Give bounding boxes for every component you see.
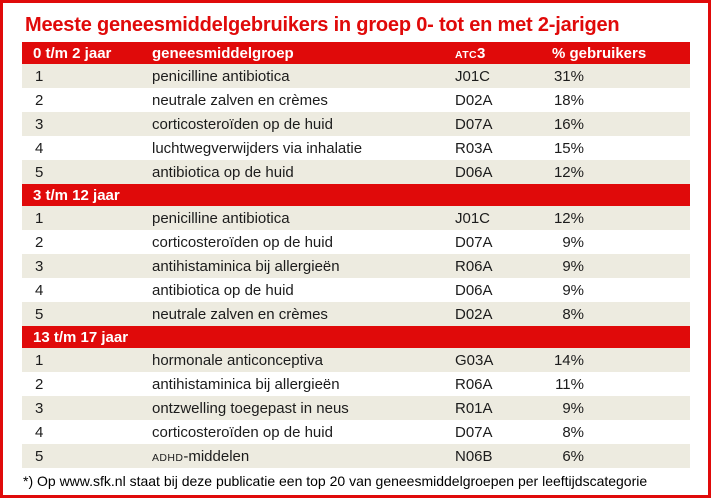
percentage-cell: 11% (555, 375, 584, 393)
percentage-cell: 15% (553, 139, 584, 157)
rank-cell: 1 (35, 209, 44, 227)
rank-cell: 3 (35, 399, 44, 417)
rank-cell: 2 (35, 233, 44, 251)
atc-code-cell: D06A (455, 281, 493, 299)
table-row: 4 luchtwegverwijders via inhalatie R03A … (22, 136, 690, 160)
drug-users-table: 0 t/m 2 jaar geneesmiddelgroep ATC3 % ge… (22, 42, 690, 468)
percentage-cell: 18% (553, 91, 584, 109)
table-row: 2 corticosteroïden op de huid D07A 9% (22, 230, 690, 254)
age-group-header: 13 t/m 17 jaar (33, 328, 129, 346)
percentage-cell: 9% (562, 233, 584, 251)
rank-cell: 2 (35, 91, 44, 109)
rank-cell: 4 (35, 139, 44, 157)
table-row: 5 neutrale zalven en crèmes D02A 8% (22, 302, 690, 326)
drug-group-cell: antihistaminica bij allergieën (152, 257, 340, 275)
drug-group-cell: corticosteroïden op de huid (152, 423, 333, 441)
atc-code-cell: R01A (455, 399, 493, 417)
drug-group-cell: corticosteroïden op de huid (152, 233, 333, 251)
table-row: 1 hormonale anticonceptiva G03A 14% (22, 348, 690, 372)
table-header-row-0-2-jaar: 0 t/m 2 jaar geneesmiddelgroep ATC3 % ge… (22, 42, 690, 64)
table-row: 2 antihistaminica bij allergieën R06A 11… (22, 372, 690, 396)
drug-group-rest: -middelen (183, 447, 250, 465)
atc-code-cell: D06A (455, 163, 493, 181)
rank-cell: 5 (35, 305, 44, 323)
atc-code-cell: D02A (455, 305, 493, 323)
atc-code-cell: J01C (455, 67, 491, 85)
drug-group-smallcaps: ADHD (152, 451, 184, 464)
percentage-cell: 12% (553, 163, 584, 181)
rank-cell: 3 (35, 257, 44, 275)
percentage-cell: 14% (553, 351, 584, 369)
atc-code-cell: R06A (455, 257, 493, 275)
atc-code-cell: N06B (455, 447, 493, 465)
atc-code-cell: D07A (455, 423, 493, 441)
section-header-13-17-jaar: 13 t/m 17 jaar (22, 326, 690, 348)
drug-group-cell: penicilline antibiotica (152, 67, 290, 85)
rank-cell: 2 (35, 375, 44, 393)
atc-number-label: 3 (477, 44, 486, 62)
table-row: 4 corticosteroïden op de huid D07A 8% (22, 420, 690, 444)
page-title: Meeste geneesmiddelgebruikers in groep 0… (25, 14, 620, 36)
rank-cell: 5 (35, 163, 44, 181)
atc-code-cell: D07A (455, 115, 493, 133)
percentage-cell: 16% (553, 115, 584, 133)
percentage-cell: 9% (562, 281, 584, 299)
drug-group-cell: hormonale anticonceptiva (152, 351, 323, 369)
drug-group-cell: antibiotica op de huid (152, 281, 294, 299)
drug-group-cell: corticosteroïden op de huid (152, 115, 333, 133)
footnote: *) Op www.sfk.nl staat bij deze publicat… (23, 473, 648, 489)
drug-group-cell: neutrale zalven en crèmes (152, 91, 328, 109)
table-row: 1 penicilline antibiotica J01C 31% (22, 64, 690, 88)
drug-group-cell: luchtwegverwijders via inhalatie (152, 139, 363, 157)
rank-cell: 5 (35, 447, 44, 465)
atc-smallcaps-label: ATC (455, 48, 478, 61)
drug-group-cell: antibiotica op de huid (152, 163, 294, 181)
table-row: 3 corticosteroïden op de huid D07A 16% (22, 112, 690, 136)
rank-cell: 4 (35, 281, 44, 299)
drug-group-cell: ADHD-middelen (152, 448, 455, 465)
table-row: 3 antihistaminica bij allergieën R06A 9% (22, 254, 690, 278)
age-group-header: 3 t/m 12 jaar (33, 186, 120, 204)
table-row: 3 ontzwelling toegepast in neus R01A 9% (22, 396, 690, 420)
rank-cell: 1 (35, 67, 44, 85)
atc-code-cell: J01C (455, 209, 491, 227)
table-row: 2 neutrale zalven en crèmes D02A 18% (22, 88, 690, 112)
column-header-atc3: ATC3 (455, 45, 552, 62)
table-row: 5 antibiotica op de huid D06A 12% (22, 160, 690, 184)
percentage-cell: 31% (553, 67, 584, 85)
column-header-gebruikers: % gebruikers (552, 44, 647, 62)
column-header-geneesmiddelgroep: geneesmiddelgroep (152, 44, 294, 62)
drug-group-cell: penicilline antibiotica (152, 209, 290, 227)
age-group-header: 0 t/m 2 jaar (33, 44, 112, 62)
atc-code-cell: R03A (455, 139, 493, 157)
atc-code-cell: R06A (455, 375, 493, 393)
section-header-3-12-jaar: 3 t/m 12 jaar (22, 184, 690, 206)
atc-code-cell: D02A (455, 91, 493, 109)
atc-code-cell: G03A (455, 351, 494, 369)
rank-cell: 1 (35, 351, 44, 369)
percentage-cell: 9% (562, 257, 584, 275)
rank-cell: 3 (35, 115, 44, 133)
drug-group-cell: antihistaminica bij allergieën (152, 375, 340, 393)
percentage-cell: 9% (562, 399, 584, 417)
table-row: 4 antibiotica op de huid D06A 9% (22, 278, 690, 302)
percentage-cell: 12% (553, 209, 584, 227)
table-row: 1 penicilline antibiotica J01C 12% (22, 206, 690, 230)
percentage-cell: 8% (562, 423, 584, 441)
atc-code-cell: D07A (455, 233, 493, 251)
table-row: 5 ADHD-middelen N06B 6% (22, 444, 690, 468)
percentage-cell: 8% (562, 305, 584, 323)
drug-group-cell: ontzwelling toegepast in neus (152, 399, 349, 417)
drug-group-cell: neutrale zalven en crèmes (152, 305, 328, 323)
percentage-cell: 6% (562, 447, 584, 465)
rank-cell: 4 (35, 423, 44, 441)
